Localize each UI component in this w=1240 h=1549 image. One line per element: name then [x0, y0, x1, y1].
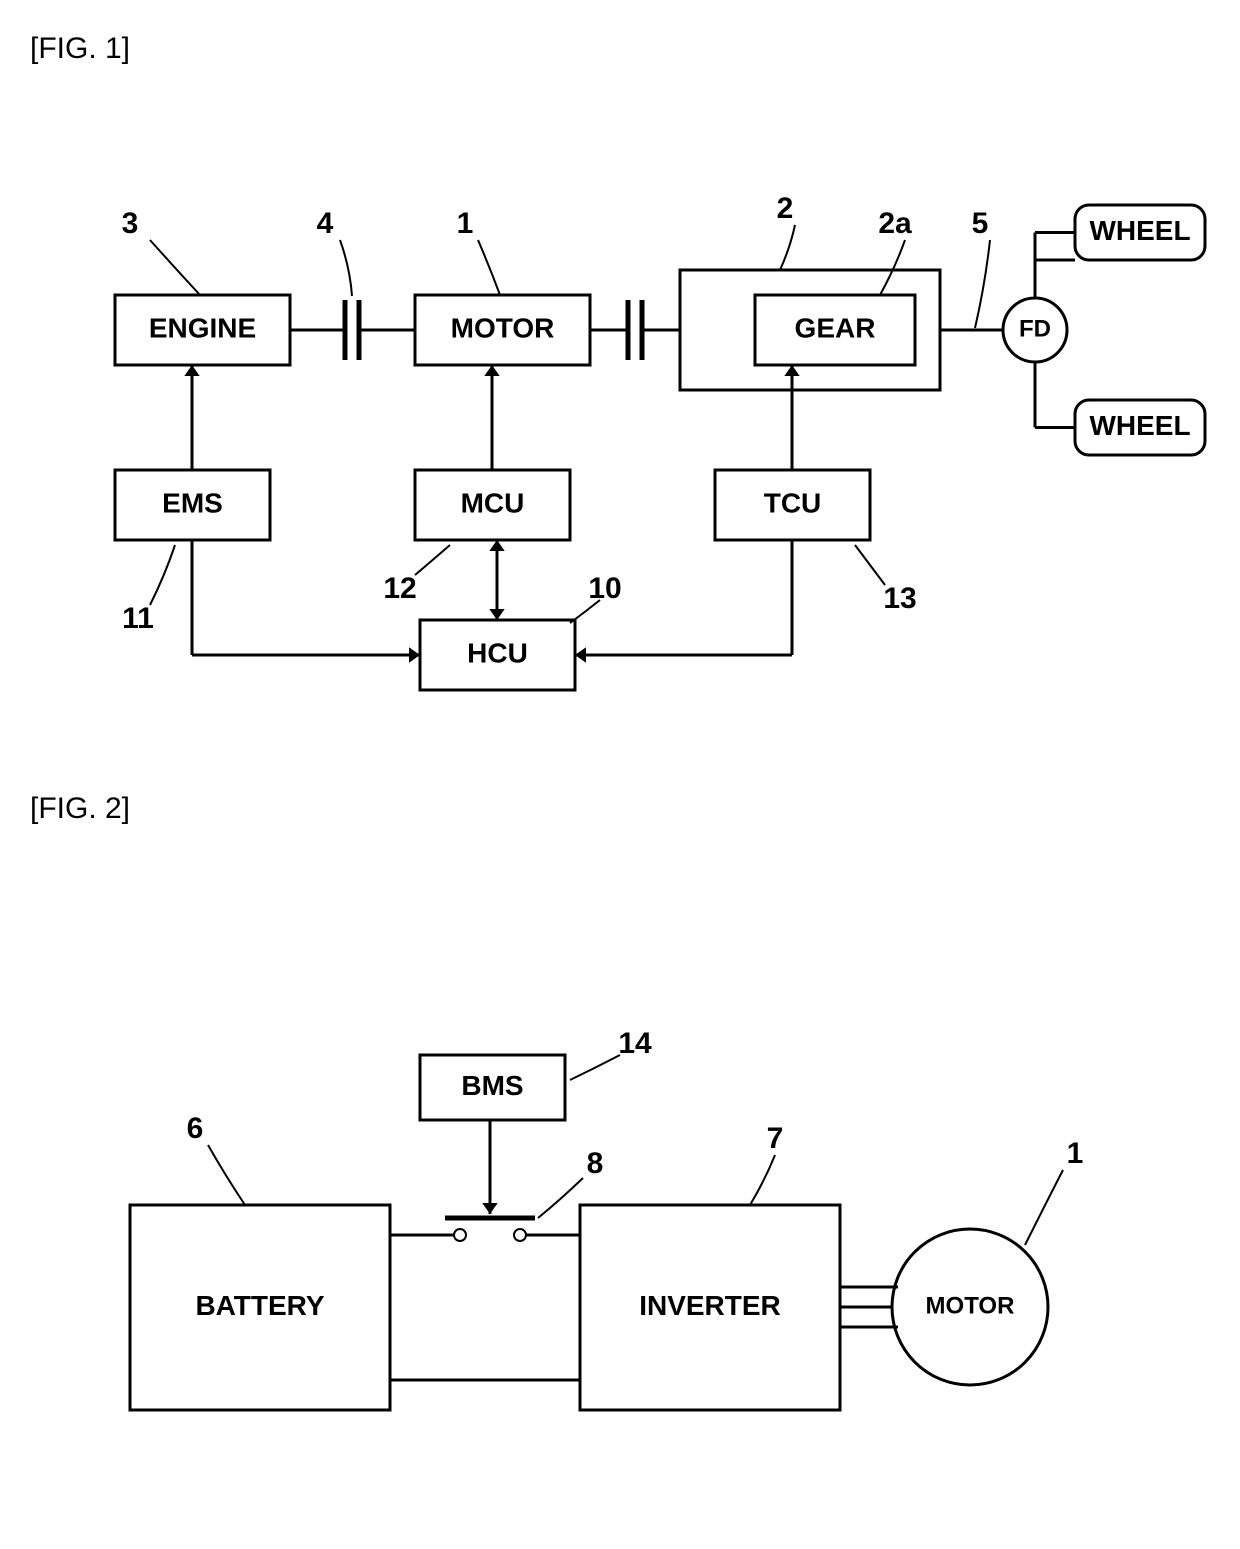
- arrowhead: [482, 1203, 497, 1214]
- motor2-block-label: MOTOR: [926, 1292, 1015, 1319]
- engine-block-label: ENGINE: [149, 312, 256, 343]
- mcu-block-label: MCU: [461, 487, 525, 518]
- fd-block-label: FD: [1019, 315, 1051, 342]
- ref-7: 7: [767, 1122, 784, 1155]
- leader-1: [1025, 1170, 1063, 1245]
- fig1: [FIG. 1] ENGINE MOTOR GEAR EMS MCU TCU HCU FD WHE…: [30, 32, 1205, 690]
- arrowhead: [575, 647, 586, 662]
- leader-11: [150, 545, 175, 605]
- hcu-block-label: HCU: [467, 637, 528, 668]
- ems-block-label: EMS: [162, 487, 223, 518]
- leader-1: [478, 240, 500, 295]
- motor-block-label: MOTOR: [451, 312, 555, 343]
- ref-10: 10: [588, 572, 621, 605]
- ref-4: 4: [317, 207, 334, 240]
- leader-3: [150, 240, 200, 295]
- gear-block-label: GEAR: [795, 312, 876, 343]
- fig1-caption: [FIG. 1]: [30, 32, 130, 65]
- leader-5: [975, 240, 990, 328]
- wheel-bottom-block-label: WHEEL: [1089, 410, 1190, 441]
- ref-2: 2: [777, 192, 794, 225]
- leader-4: [340, 240, 352, 296]
- arrowhead: [489, 609, 504, 620]
- wheel-top-block-label: WHEEL: [1089, 215, 1190, 246]
- leader-14: [570, 1055, 620, 1080]
- leader-8: [538, 1178, 583, 1218]
- ref-14: 14: [618, 1027, 652, 1060]
- ref-13: 13: [883, 582, 916, 615]
- leader-12: [415, 545, 450, 575]
- ref-6: 6: [187, 1112, 204, 1145]
- ref-3: 3: [122, 207, 139, 240]
- ref-5: 5: [972, 207, 989, 240]
- arrowhead: [484, 365, 499, 376]
- relay-contact-left: [454, 1229, 466, 1241]
- ref-1: 1: [1067, 1137, 1084, 1170]
- leader-13: [855, 545, 885, 585]
- ref-1: 1: [457, 207, 474, 240]
- tcu-block-label: TCU: [764, 487, 822, 518]
- arrowhead: [409, 647, 420, 662]
- inverter-block-label: INVERTER: [639, 1290, 781, 1321]
- ref-2a: 2a: [878, 207, 912, 240]
- ref-11: 11: [122, 602, 154, 635]
- bms-block-label: BMS: [461, 1070, 523, 1101]
- battery-block-label: BATTERY: [195, 1290, 324, 1321]
- leader-6: [208, 1145, 245, 1205]
- fig2: [FIG. 2] BMS BATTERY INVERTER MOTOR 1 6 7 8 14: [30, 792, 1083, 1410]
- arrowhead: [489, 540, 504, 551]
- leader-7: [750, 1155, 775, 1205]
- fig2-caption: [FIG. 2]: [30, 792, 130, 825]
- ref-8: 8: [587, 1147, 604, 1180]
- ref-12: 12: [383, 572, 416, 605]
- leader-2: [780, 225, 795, 270]
- arrowhead: [184, 365, 199, 376]
- relay-contact-right: [514, 1229, 526, 1241]
